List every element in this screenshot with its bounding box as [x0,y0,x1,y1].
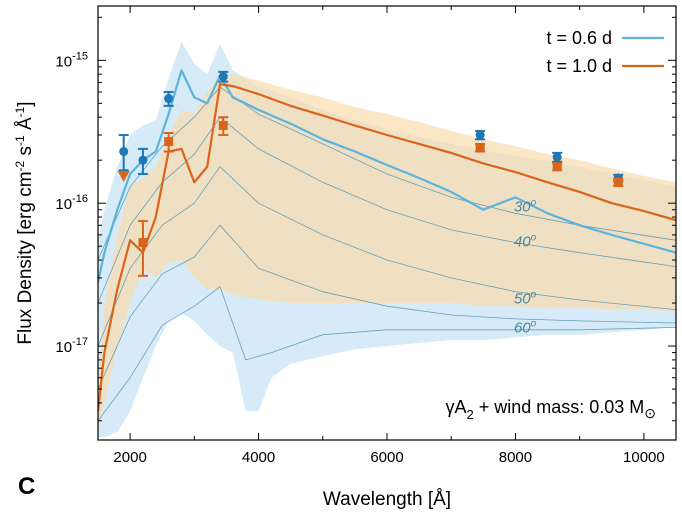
circle-marker [119,147,129,157]
series-1-point-6 [613,177,624,187]
angle-label-2: 50o [514,290,537,308]
angle-labels: 30o 40o 50o 60o [514,197,537,336]
y-axis-title: Flux Density [erg cm-2 s-1 Å-1] [13,101,36,344]
angle-curve-1 [98,116,676,304]
legend: t = 0.6 d t = 1.0 d [546,28,664,76]
angle-curve-2 [98,166,676,347]
angle-curve-4 [98,286,676,422]
legend-label-0: t = 0.6 d [546,28,612,48]
series-0-point-5 [552,151,563,163]
angle-label-0: 30o [514,197,537,215]
square-marker [552,162,562,172]
x-axis-title: Wavelength [Å] [323,489,451,510]
model-annotation: γA2 + wind mass: 0.03 M⊙ [445,397,656,422]
series-0-point-4 [475,130,486,141]
circle-marker [164,94,174,104]
x-tick-label-1: 4000 [242,449,275,466]
y-tick-label-1: 10-16 [55,193,88,213]
square-marker [613,177,623,187]
series-0-point-3 [218,70,229,83]
panel-label: C [18,473,35,500]
series-0-point-2 [163,91,174,107]
square-marker [138,238,148,248]
angle-label-3: 60o [514,318,537,336]
y-tick-label-0: 10-15 [55,50,88,70]
series-1-point-5 [552,162,563,172]
square-marker [164,137,174,147]
circle-marker [552,152,562,162]
series-0-point-1 [137,147,148,176]
circle-marker [218,72,228,82]
y-tick-label-2: 10-17 [55,336,88,356]
angle-label-1: 40o [514,232,537,250]
square-marker [218,120,228,130]
upper-limit-marker [117,170,130,182]
square-marker [475,143,485,153]
circle-marker [475,130,485,140]
series-1-point-4 [475,142,486,153]
circle-marker [138,155,148,165]
angle-curve-0 [98,86,676,261]
x-axis-ticks: 2000 4000 6000 8000 10000 [113,6,665,466]
observed-points [117,70,624,277]
series-1-point-1 [137,220,148,277]
x-tick-label-3: 8000 [499,449,532,466]
legend-label-1: t = 1.0 d [546,56,612,76]
band-1 [98,74,676,433]
y-axis-ticks: 10-15 10-16 10-17 [55,16,676,422]
series-1-point-3 [218,116,229,137]
series-1-point-2 [163,131,174,153]
x-tick-label-4: 10000 [623,449,665,466]
series-0-point-0 [118,134,129,172]
model-bands [98,41,676,438]
angle-curve-3 [98,224,676,390]
x-tick-label-2: 6000 [370,449,403,466]
angle-curves [98,86,676,422]
x-tick-label-0: 2000 [113,449,146,466]
series-1-point-0 [117,170,130,182]
